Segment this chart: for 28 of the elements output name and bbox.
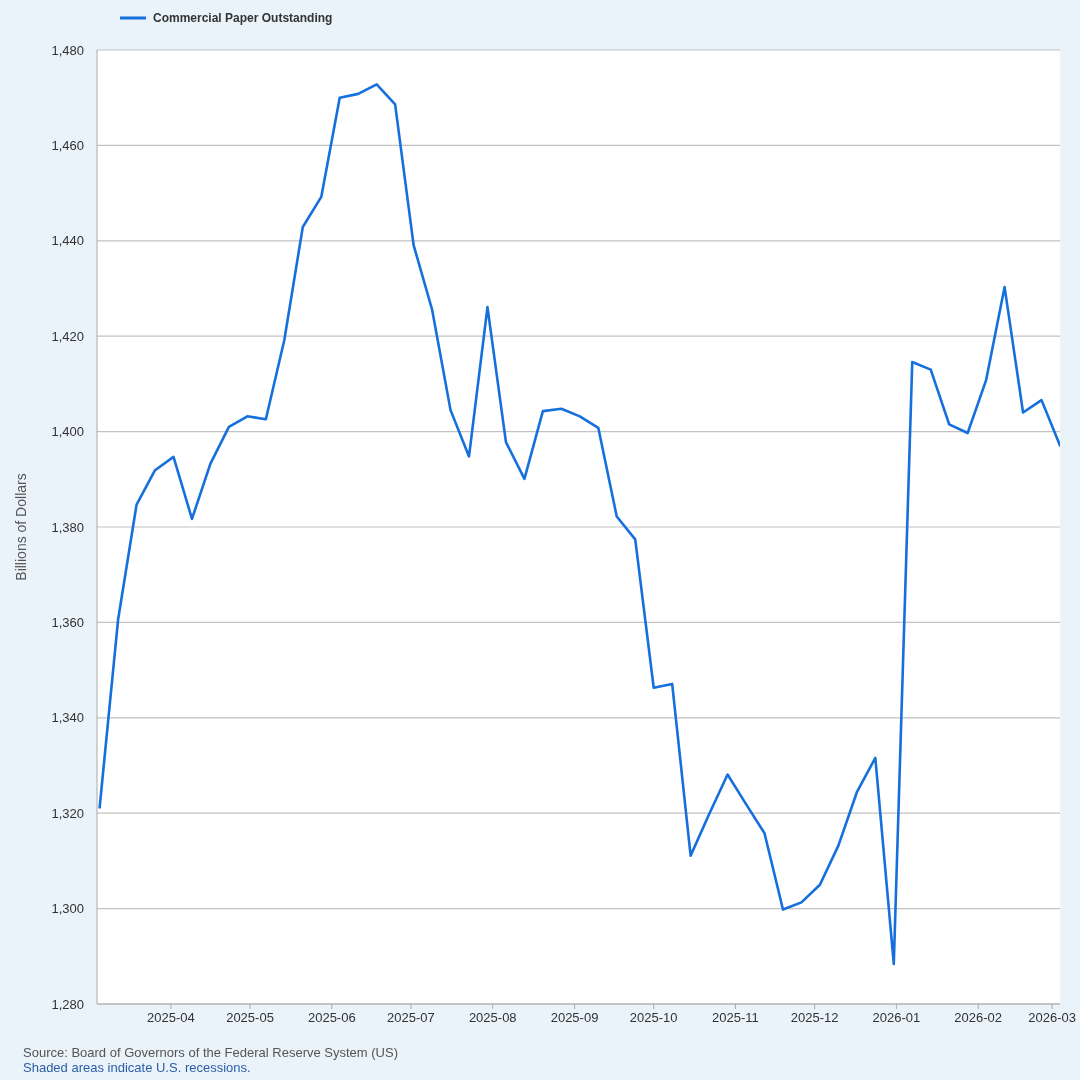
y-tick-label: 1,280	[51, 996, 84, 1012]
x-tick-label: 2026-01	[872, 1010, 921, 1026]
x-tick-label: 2025-09	[550, 1010, 599, 1026]
y-tick-label: 1,460	[51, 138, 84, 154]
y-tick-label: 1,480	[51, 42, 84, 58]
x-tick-label: 2025-05	[226, 1010, 274, 1026]
y-tick-label: 1,380	[51, 519, 84, 535]
x-tick-label: 2025-10	[629, 1010, 678, 1026]
y-tick-label: 1,440	[51, 233, 84, 249]
source-note: Source: Board of Governors of the Federal Reserve System (US)	[23, 1045, 398, 1060]
y-tick-label: 1,300	[51, 901, 84, 917]
y-tick-label: 1,340	[51, 710, 84, 726]
x-tick-label: 2025-04	[147, 1010, 195, 1026]
x-tick-label: 2025-07	[387, 1010, 435, 1026]
text: Shaded areas indicate U.S. recessions.	[23, 1060, 251, 1075]
y-tick-label: 1,320	[51, 805, 84, 821]
y-tick-label: 1,360	[51, 615, 84, 631]
x-tick-label: 2025-12	[790, 1010, 839, 1026]
x-tick-label: 2025-08	[468, 1010, 517, 1026]
y-tick-label: 1,420	[51, 328, 84, 344]
x-tick-label: 2026-03	[1028, 1010, 1076, 1026]
x-tick-label: 2026-02	[954, 1010, 1003, 1026]
y-tick-label: 1,400	[51, 424, 84, 440]
line-series	[98, 83, 1060, 966]
legend-label: Commercial Paper Outstanding	[153, 11, 333, 25]
y-axis-title: Billions of Dollars	[13, 473, 29, 581]
x-tick-label: 2025-06	[307, 1010, 356, 1026]
x-tick-label: 2025-11	[712, 1010, 759, 1026]
